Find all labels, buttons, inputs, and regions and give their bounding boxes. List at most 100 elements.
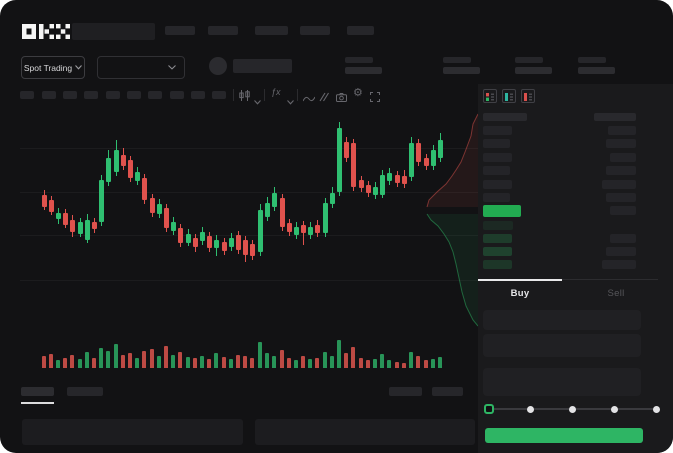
ask-row-price[interactable] xyxy=(483,166,510,176)
timeframe-button[interactable] xyxy=(20,91,34,99)
timeframe-button[interactable] xyxy=(63,91,77,99)
bid-row-price[interactable] xyxy=(483,221,513,230)
candle xyxy=(70,220,75,232)
slider-stop[interactable] xyxy=(569,405,576,413)
total-input[interactable] xyxy=(483,368,641,396)
ask-row-amount[interactable] xyxy=(608,126,636,135)
bid-row-amount[interactable] xyxy=(606,247,636,256)
timeframe-button[interactable] xyxy=(106,91,120,99)
volume-bar xyxy=(229,359,233,368)
volume-bar xyxy=(272,356,276,368)
ask-row-price[interactable] xyxy=(483,139,510,149)
bottom-tab-active[interactable] xyxy=(21,387,54,396)
candle xyxy=(114,150,119,172)
candle xyxy=(344,142,349,158)
chevron-down-icon xyxy=(75,65,83,70)
candle xyxy=(387,173,392,181)
tab-sell[interactable]: Sell xyxy=(607,288,625,299)
bid-row-amount[interactable] xyxy=(602,260,636,269)
ask-row-price[interactable] xyxy=(483,193,510,202)
book-asks-view-icon[interactable] xyxy=(521,89,535,103)
timeframe-button[interactable] xyxy=(212,91,226,99)
indicators-icon[interactable]: ƒx xyxy=(271,87,281,97)
nav-item[interactable] xyxy=(255,26,288,35)
book-combined-view-icon[interactable] xyxy=(483,89,497,103)
bottom-panel xyxy=(255,419,475,445)
ask-row-amount[interactable] xyxy=(606,139,636,149)
candle xyxy=(351,143,356,187)
candle xyxy=(78,222,83,234)
okx-logo[interactable] xyxy=(22,24,70,39)
bottom-action[interactable] xyxy=(389,387,422,396)
ask-row-amount[interactable] xyxy=(602,179,636,189)
candle xyxy=(193,238,198,247)
ask-row-amount[interactable] xyxy=(606,166,636,176)
candle xyxy=(250,244,255,256)
bid-row-price[interactable] xyxy=(483,247,512,256)
timeframe-button[interactable] xyxy=(148,91,162,99)
book-bids-view-icon[interactable] xyxy=(502,89,516,103)
ask-row-price[interactable] xyxy=(483,152,512,162)
volume-bar xyxy=(128,353,132,368)
ticker-stat-value xyxy=(345,67,382,74)
line-chart-icon[interactable] xyxy=(302,91,316,107)
ticker-stat-label xyxy=(515,57,543,63)
volume-bar xyxy=(265,353,269,368)
price-input[interactable] xyxy=(483,310,641,330)
volume-bar xyxy=(207,359,211,368)
timeframe-button[interactable] xyxy=(127,91,141,99)
slider-stop[interactable] xyxy=(610,405,618,413)
camera-icon[interactable] xyxy=(336,90,347,106)
bottom-action[interactable] xyxy=(432,387,463,396)
timeframe-button[interactable] xyxy=(42,91,56,99)
ticker-stat-value xyxy=(443,67,480,74)
candle xyxy=(315,225,320,233)
volume-bar xyxy=(323,352,327,368)
timeframe-button[interactable] xyxy=(170,91,184,99)
chart-gridlines xyxy=(20,112,478,332)
nav-item[interactable] xyxy=(347,26,374,35)
candle xyxy=(330,193,335,204)
bottom-tab[interactable] xyxy=(67,387,103,396)
pair-selector-dropdown[interactable] xyxy=(97,56,185,79)
compare-icon[interactable] xyxy=(319,90,329,106)
gridline xyxy=(20,192,478,193)
active-tab-underline xyxy=(21,402,54,404)
bid-row-amount[interactable] xyxy=(610,234,636,243)
search-bar-skeleton[interactable] xyxy=(72,23,155,40)
tab-buy[interactable]: Buy xyxy=(510,288,530,299)
ask-row-price[interactable] xyxy=(483,126,512,135)
settings-gear-icon[interactable]: ⚙ xyxy=(353,87,363,99)
bid-row-price[interactable] xyxy=(483,260,512,269)
last-price-badge[interactable] xyxy=(483,205,521,217)
fullscreen-icon[interactable] xyxy=(369,90,381,106)
nav-item[interactable] xyxy=(300,26,330,35)
slider-handle[interactable] xyxy=(484,404,494,414)
slider-stop[interactable] xyxy=(652,405,660,413)
buy-submit-button[interactable] xyxy=(485,428,643,443)
ticker-stat-value xyxy=(578,67,615,74)
chevron-down-icon[interactable] xyxy=(254,93,261,109)
market-type-selector[interactable]: Spot Trading xyxy=(21,56,85,79)
candle xyxy=(171,222,176,231)
ask-row-price[interactable] xyxy=(483,179,512,189)
volume-bar xyxy=(402,363,406,368)
amount-input[interactable] xyxy=(483,334,641,357)
slider-stop[interactable] xyxy=(527,405,535,413)
ask-row-amount[interactable] xyxy=(606,193,636,202)
candlestick-chart[interactable] xyxy=(20,112,443,332)
chevron-down-icon[interactable] xyxy=(287,93,294,109)
ask-row-amount[interactable] xyxy=(610,152,636,162)
nav-item[interactable] xyxy=(208,26,238,35)
volume-bar xyxy=(150,349,154,368)
volume-bar xyxy=(330,356,334,368)
nav-item[interactable] xyxy=(165,26,195,35)
candle-type-icon[interactable] xyxy=(239,89,250,105)
bid-row-price[interactable] xyxy=(483,234,512,243)
candle xyxy=(63,213,68,225)
candle xyxy=(236,235,241,250)
candle xyxy=(49,200,54,212)
volume-bar xyxy=(287,358,291,368)
timeframe-button[interactable] xyxy=(84,91,98,99)
timeframe-button[interactable] xyxy=(191,91,205,99)
